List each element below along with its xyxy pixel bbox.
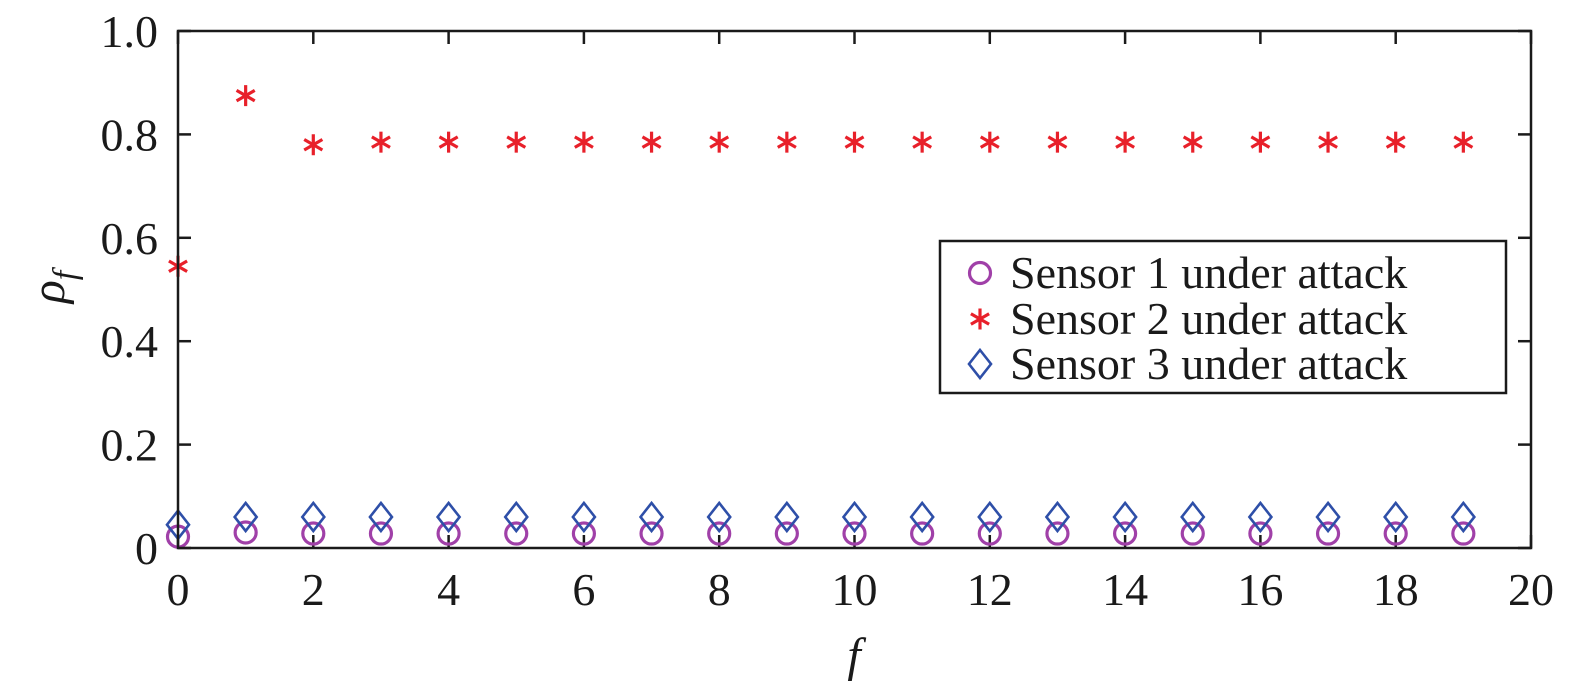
x-tick-label: 8 (708, 564, 731, 615)
series-2-point (641, 131, 662, 153)
x-tick-label: 14 (1102, 564, 1148, 615)
legend-entry-2-marker (970, 308, 990, 330)
x-tick-label: 18 (1373, 564, 1419, 615)
series-3-point (435, 500, 462, 534)
series-1-point (368, 521, 394, 546)
legend-markers (967, 260, 993, 381)
x-tick-label: 0 (167, 564, 190, 615)
series-1-point (504, 521, 529, 546)
series-2-point (776, 131, 797, 153)
series-1-point (1112, 521, 1138, 546)
series-1-point (977, 521, 1002, 546)
series-3-point (1247, 500, 1274, 534)
legend-entry-1-marker (967, 260, 993, 286)
series-2-point (844, 131, 865, 153)
series-1-point (1248, 521, 1273, 546)
y-axis-label: ρf (22, 266, 84, 305)
series-3-point (1180, 500, 1206, 534)
series-2-point (438, 131, 459, 153)
x-tick-label: 16 (1237, 564, 1283, 615)
series-3-point (368, 500, 394, 534)
series-1-point (301, 521, 326, 546)
series-1-point (707, 521, 732, 546)
y-axis-label-subscript: f (47, 266, 84, 280)
series-2-point (979, 131, 1000, 153)
series-1-point (774, 521, 799, 546)
series-3-point (1450, 500, 1477, 534)
svg-text:ρf: ρf (22, 266, 84, 305)
tick-labels: 0 2 4 6 8 10 12 14 16 18 20 0 0.2 0.4 0.6 0.8 1.0 (101, 6, 1555, 615)
series-3-point (977, 500, 1003, 534)
series-3-point (638, 500, 665, 534)
series-2-point (371, 131, 391, 153)
series-2-point (1250, 131, 1271, 153)
series-3-point (909, 500, 935, 534)
data-markers (165, 85, 1477, 549)
series-1-point (1045, 521, 1070, 546)
series-3-point (841, 500, 868, 534)
series-2-point (1385, 131, 1406, 153)
x-tick-label: 6 (572, 564, 595, 615)
y-tick-label: 0.8 (101, 109, 159, 160)
series-1-point (639, 521, 664, 546)
series-3-point (1315, 500, 1341, 534)
legend-entry-3-label: Sensor 3 under attack (1010, 338, 1407, 389)
legend: Sensor 1 under attack Sensor 2 under att… (938, 239, 1508, 395)
series-3-point (1383, 500, 1409, 534)
series-3-point (300, 500, 326, 534)
legend-entry-1-label: Sensor 1 under attack (1010, 247, 1407, 298)
legend-box (938, 239, 1508, 395)
series-1-point (571, 521, 597, 546)
series-3-point (503, 500, 529, 534)
series-1-point (436, 521, 461, 546)
series-2-point (574, 131, 594, 153)
series-1-point (910, 521, 935, 546)
x-tick-label: 10 (832, 564, 878, 615)
series-2-point (303, 134, 324, 156)
series-2-point (1047, 131, 1068, 153)
series-2-point (1318, 131, 1338, 153)
series-1-point (233, 520, 258, 545)
legend-entry-2-label: Sensor 2 under attack (1010, 293, 1407, 344)
series-3-point (232, 500, 259, 534)
series-1-point (1180, 521, 1205, 546)
series-2-point (912, 131, 933, 153)
plot-frame (176, 29, 1533, 550)
y-tick-label: 0 (135, 523, 158, 574)
x-axis-label: f (847, 629, 866, 682)
series-1-point (1315, 521, 1341, 546)
series-2-point (235, 85, 256, 107)
series-2-point (506, 131, 527, 153)
y-tick-label: 1.0 (101, 6, 159, 57)
series-2-point (1453, 131, 1474, 153)
series-3-point (706, 500, 732, 534)
legend-entry-3-marker (967, 347, 993, 381)
x-tick-label: 2 (302, 564, 325, 615)
x-tick-label: 20 (1508, 564, 1554, 615)
x-tick-label: 4 (437, 564, 460, 615)
x-tick-label: 12 (967, 564, 1013, 615)
series-2-point (709, 131, 730, 153)
series-1-point (842, 521, 867, 546)
series-2-point (1182, 131, 1203, 153)
series-2-point (1115, 131, 1135, 153)
series-3-point (774, 500, 800, 534)
series-1-point (1451, 521, 1476, 546)
y-tick-label: 0.6 (101, 213, 159, 264)
series-3-point (1044, 500, 1071, 534)
series-3-point (1112, 500, 1138, 534)
y-tick-label: 0.2 (101, 420, 159, 471)
y-tick-label: 0.4 (101, 316, 159, 367)
y-axis-label-main: ρ (22, 280, 75, 305)
series-1-point (1383, 521, 1408, 546)
series-3-point (571, 500, 597, 534)
